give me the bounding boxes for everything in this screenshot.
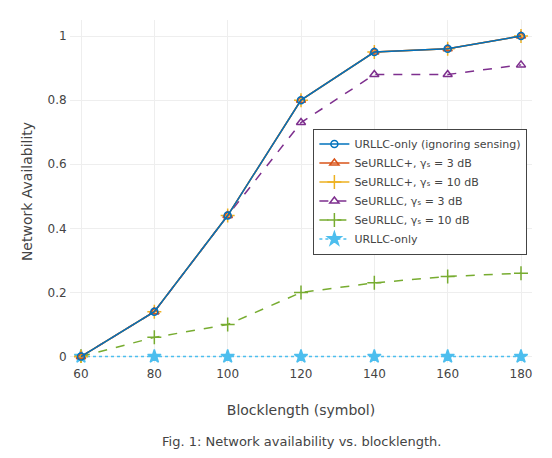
svg-text:Network Availability: Network Availability [19,122,35,261]
svg-text:160: 160 [436,367,459,381]
svg-text:Blocklength (symbol): Blocklength (symbol) [227,402,375,418]
svg-text:140: 140 [363,367,386,381]
svg-text:SeURLLC+, γₛ = 10 dB: SeURLLC+, γₛ = 10 dB [354,176,478,189]
svg-text:URLLC-only: URLLC-only [354,233,418,246]
svg-text:100: 100 [216,367,239,381]
svg-text:SeURLLC, γₛ = 3 dB: SeURLLC, γₛ = 3 dB [354,195,462,208]
svg-text:0.8: 0.8 [48,93,67,107]
svg-text:1: 1 [59,29,67,43]
svg-text:60: 60 [73,367,88,381]
svg-text:URLLC-only (ignoring sensing): URLLC-only (ignoring sensing) [354,138,520,151]
svg-text:SeURLLC+, γₛ = 3 dB: SeURLLC+, γₛ = 3 dB [354,157,471,170]
svg-text:180: 180 [510,367,533,381]
svg-text:0.6: 0.6 [48,157,67,171]
svg-text:0: 0 [59,350,67,364]
svg-text:Fig. 1: Network availability v: Fig. 1: Network availability vs. blockle… [162,434,441,449]
svg-text:SeURLLC, γₛ = 10 dB: SeURLLC, γₛ = 10 dB [354,214,469,227]
svg-text:80: 80 [147,367,162,381]
svg-text:0.4: 0.4 [48,222,67,236]
svg-text:0.2: 0.2 [48,286,67,300]
svg-text:120: 120 [290,367,313,381]
